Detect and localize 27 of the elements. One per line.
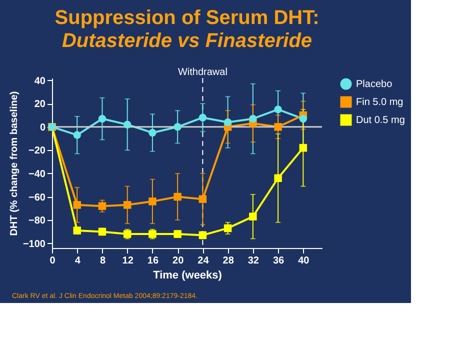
x-tick-label: 28 xyxy=(222,256,234,266)
y-tick-label: −60 xyxy=(28,192,46,204)
y-tick-label: 0 xyxy=(40,122,46,134)
y-tick-label: 20 xyxy=(34,99,46,110)
y-tick-label: 40 xyxy=(34,76,46,87)
x-tick-label: 20 xyxy=(172,256,184,266)
x-axis-title: Time (weeks) xyxy=(153,270,222,282)
ref-line-label: Withdrawal xyxy=(178,67,228,78)
x-tick-label: 32 xyxy=(248,256,260,266)
x-tick-label: 12 xyxy=(122,256,134,266)
legend-label: Dut 0.5 mg xyxy=(356,115,405,126)
x-tick-label: 4 xyxy=(74,256,81,266)
y-tick-label: −80 xyxy=(28,216,46,227)
legend-label: Placebo xyxy=(356,79,393,90)
y-tick-label: −20 xyxy=(28,146,46,157)
x-tick-label: 8 xyxy=(100,256,106,266)
y-tick-label: −40 xyxy=(28,168,46,180)
y-axis-title: DHT (% change from baseline) xyxy=(8,91,20,236)
chart-subtitle: Dutasteride vs Finasteride xyxy=(62,30,312,52)
x-tick-label: 24 xyxy=(198,256,210,266)
chart-title: Suppression of Serum DHT: xyxy=(54,7,320,29)
y-tick-label: −100 xyxy=(22,238,46,250)
x-tick-label: 16 xyxy=(147,256,159,266)
x-tick-label: 0 xyxy=(50,256,56,266)
legend-label: Fin 5.0 mg xyxy=(356,97,404,108)
x-tick-label: 36 xyxy=(272,256,285,266)
x-tick-label: 40 xyxy=(298,256,310,266)
